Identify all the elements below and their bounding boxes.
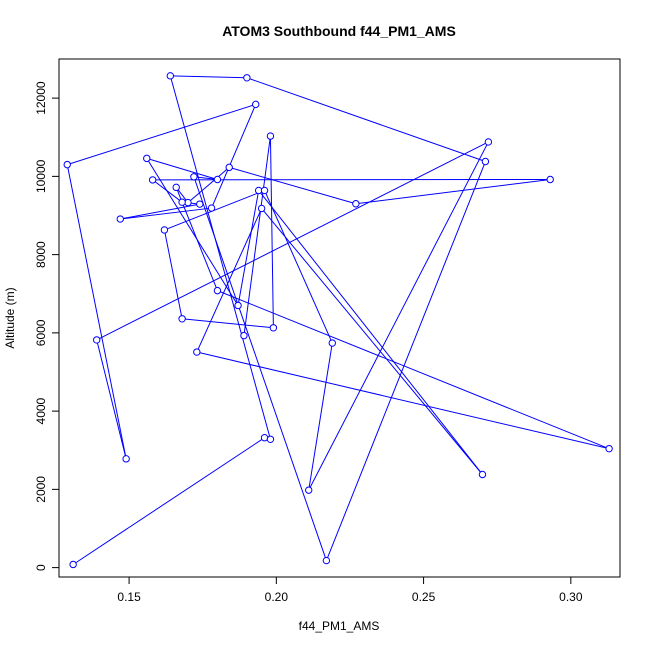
data-point bbox=[478, 470, 487, 479]
x-axis-label: f44_PM1_AMS bbox=[299, 619, 380, 633]
series-line-segment bbox=[211, 104, 257, 209]
series-line-segment bbox=[355, 179, 551, 205]
plot-frame bbox=[58, 58, 621, 578]
series-line-segment bbox=[269, 136, 274, 328]
series-line-segment bbox=[308, 141, 489, 491]
data-point bbox=[225, 163, 233, 172]
series-line-segment bbox=[325, 161, 486, 561]
data-point bbox=[322, 556, 331, 565]
data-point bbox=[178, 198, 186, 206]
x-axis: 0.15 0.20 0.25 0.30 bbox=[117, 577, 583, 604]
data-point bbox=[260, 186, 269, 195]
series-line-segment bbox=[96, 141, 489, 341]
y-axis-label: Altitude (m) bbox=[3, 287, 17, 348]
series-line-segment bbox=[193, 176, 218, 180]
series-line-segment bbox=[163, 229, 183, 319]
data-point bbox=[260, 434, 269, 442]
series-line-group bbox=[66, 75, 610, 565]
series-line-segment bbox=[66, 164, 127, 459]
data-point bbox=[266, 132, 275, 140]
y-tick-label: 2000 bbox=[34, 476, 48, 503]
series-line-segment bbox=[120, 203, 200, 220]
data-point bbox=[269, 324, 278, 332]
data-point bbox=[166, 72, 175, 80]
series-line-segment bbox=[96, 339, 127, 459]
series-line-segment bbox=[120, 207, 212, 220]
data-point bbox=[196, 200, 204, 208]
series-line-segment bbox=[308, 342, 333, 491]
data-point bbox=[172, 183, 180, 192]
data-point bbox=[243, 74, 251, 82]
data-point bbox=[240, 331, 248, 340]
x-tick-label: 0.30 bbox=[559, 590, 583, 604]
data-point bbox=[234, 301, 242, 310]
series-line-segment bbox=[72, 437, 265, 565]
data-point bbox=[605, 444, 613, 453]
data-point bbox=[116, 215, 124, 223]
data-point bbox=[143, 154, 151, 163]
y-tick-label: 6000 bbox=[34, 319, 48, 346]
data-point bbox=[546, 175, 554, 184]
series-line-segment bbox=[237, 190, 260, 306]
series-line-segment bbox=[152, 179, 183, 203]
data-point bbox=[122, 455, 130, 463]
data-point bbox=[92, 336, 101, 344]
series-line-segment bbox=[246, 77, 486, 162]
data-point bbox=[63, 160, 71, 169]
data-point bbox=[213, 175, 222, 184]
series-line-segment bbox=[261, 208, 483, 475]
series-line-segment bbox=[193, 176, 327, 561]
series-line-segment bbox=[146, 158, 239, 306]
x-tick-label: 0.15 bbox=[117, 590, 141, 604]
data-point bbox=[178, 315, 186, 323]
data-point bbox=[266, 435, 275, 443]
data-point bbox=[207, 204, 216, 212]
data-point bbox=[305, 486, 313, 494]
series-line-segment bbox=[182, 318, 274, 329]
x-tick-label: 0.25 bbox=[412, 590, 436, 604]
series-line-segment bbox=[187, 166, 230, 203]
y-tick-label: 8000 bbox=[34, 241, 48, 268]
y-tick-label: 10000 bbox=[34, 159, 48, 193]
series-line-segment bbox=[196, 351, 610, 450]
data-point bbox=[328, 339, 336, 347]
y-tick-label: 0 bbox=[34, 564, 48, 571]
series-line-segment bbox=[229, 166, 356, 205]
series-line-segment bbox=[146, 157, 218, 180]
data-point bbox=[69, 560, 77, 569]
chart-title: ATOM3 Southbound f44_PM1_AMS bbox=[222, 23, 456, 39]
y-tick-label: 12000 bbox=[34, 81, 48, 115]
series-points-group bbox=[63, 72, 613, 569]
series-line-segment bbox=[196, 208, 263, 353]
series-line-segment bbox=[67, 103, 256, 166]
data-point bbox=[148, 176, 157, 184]
y-axis: 0 2000 4000 6000 8000 10000 12000 bbox=[34, 81, 59, 571]
series-line-segment bbox=[169, 75, 271, 440]
y-tick-label: 4000 bbox=[34, 397, 48, 424]
data-point bbox=[484, 138, 493, 146]
data-point bbox=[213, 286, 222, 295]
data-point bbox=[160, 226, 169, 234]
series-line-segment bbox=[170, 75, 247, 79]
data-point bbox=[481, 157, 490, 166]
series-line-segment bbox=[217, 290, 610, 450]
x-tick-label: 0.20 bbox=[265, 590, 289, 604]
data-point bbox=[190, 173, 198, 181]
data-point bbox=[257, 204, 266, 213]
series-line-segment bbox=[243, 136, 271, 336]
series-line-segment bbox=[264, 190, 333, 344]
data-point bbox=[352, 200, 360, 208]
data-point bbox=[252, 100, 260, 109]
data-point bbox=[193, 348, 201, 356]
series-line-segment bbox=[258, 190, 483, 475]
